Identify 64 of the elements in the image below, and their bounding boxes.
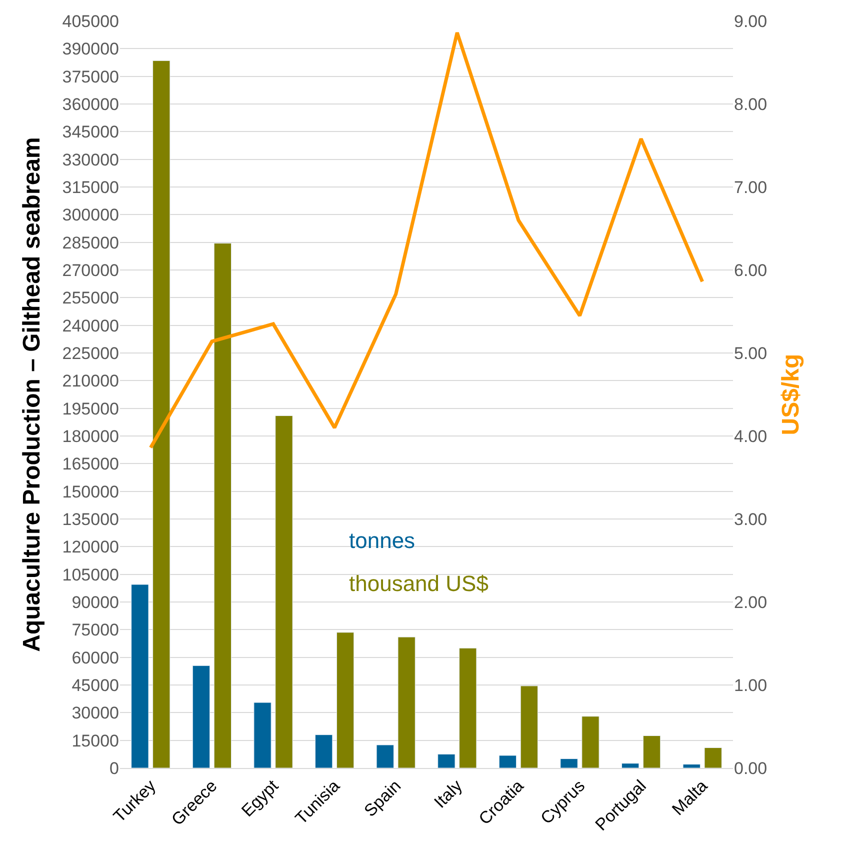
y2-tick-label: 9.00 <box>734 12 768 31</box>
y-tick-label: 360000 <box>62 94 119 114</box>
y-tick-label: 225000 <box>62 344 119 363</box>
bar <box>275 415 293 768</box>
y-tick-label: 405000 <box>62 12 119 31</box>
y2-tick-label: 2.00 <box>734 592 768 612</box>
y-tick-label: 15000 <box>72 731 119 750</box>
y-tick-label: 255000 <box>62 288 119 308</box>
bar <box>254 702 272 768</box>
y-tick-label: 75000 <box>72 620 119 640</box>
bar <box>336 632 354 768</box>
bar <box>498 755 517 768</box>
text: tonnes <box>349 528 416 553</box>
y-tick-label: 195000 <box>62 399 119 418</box>
y-tick-label: 150000 <box>62 482 119 502</box>
y2-tick-label: 4.00 <box>734 426 768 446</box>
y2-tick-label: 8.00 <box>734 94 768 114</box>
y2-tick-label: 1.00 <box>734 676 768 695</box>
y-tick-label: 300000 <box>62 206 119 225</box>
y-tick-label: 270000 <box>62 260 119 280</box>
y2-tick-label: 5.00 <box>734 344 768 363</box>
y-tick-label: 330000 <box>62 150 119 170</box>
y-tick-label: 180000 <box>62 426 119 446</box>
y2-tick-label: 0.00 <box>734 758 768 778</box>
bar <box>214 243 232 768</box>
bar <box>704 747 722 768</box>
bar <box>376 744 394 768</box>
bar <box>152 60 170 768</box>
y2-tick-label: 3.00 <box>734 510 768 529</box>
y-tick-label: 45000 <box>72 676 119 695</box>
y-tick-label: 165000 <box>62 454 119 474</box>
y2-axis-title: US$/kg <box>777 354 804 436</box>
bar <box>314 734 333 768</box>
x-tick-label: Italy <box>430 776 466 812</box>
series-label: thousand US$ <box>349 571 488 596</box>
bar <box>520 686 538 768</box>
bar <box>438 754 456 768</box>
y-tick-label: 105000 <box>62 565 119 584</box>
y-tick-label: 60000 <box>72 648 119 668</box>
y-tick-label: 120000 <box>62 538 119 557</box>
y-tick-label: 375000 <box>62 67 119 86</box>
bar <box>621 763 640 768</box>
bar <box>642 735 661 768</box>
y-tick-label: 315000 <box>62 178 119 197</box>
y-tick-label: 90000 <box>72 592 119 612</box>
y-axis-title: Aquaculture Production – Gilthead seabream <box>18 137 46 652</box>
y-tick-label: 345000 <box>62 122 119 142</box>
bar <box>459 648 477 768</box>
y-tick-label: 30000 <box>72 704 119 723</box>
line-series <box>148 30 704 450</box>
bar <box>131 584 149 768</box>
y-tick-label: 390000 <box>62 40 119 59</box>
y-tick-label: 135000 <box>62 510 119 529</box>
bar <box>582 716 600 768</box>
bar <box>398 636 416 768</box>
y-tick-label: 240000 <box>62 316 119 336</box>
y-tick-label: 285000 <box>62 233 119 252</box>
bar <box>560 758 578 768</box>
y-tick-label: 210000 <box>62 372 119 391</box>
y2-tick-label: 7.00 <box>734 178 768 197</box>
y-tick-label: 0 <box>110 758 119 778</box>
bar <box>682 764 700 768</box>
y2-tick-label: 6.00 <box>734 260 768 280</box>
bar <box>192 665 210 768</box>
